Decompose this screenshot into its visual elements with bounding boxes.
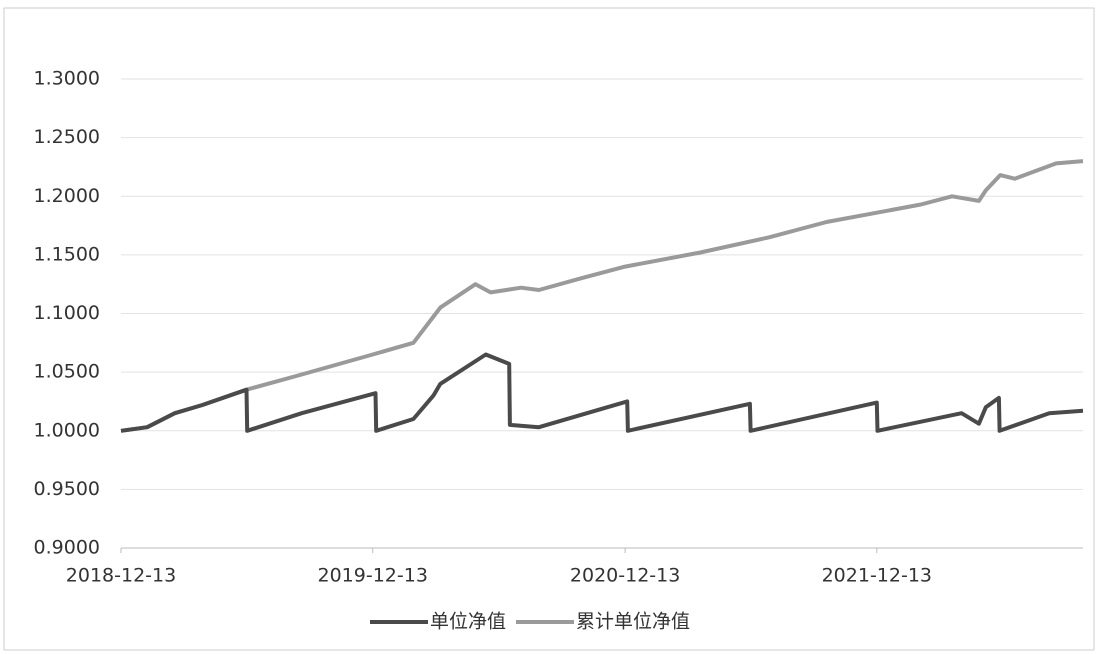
y-tick-label: 1.1000 [34, 302, 100, 324]
x-tick-label: 2020-12-13 [570, 565, 680, 587]
x-tick-label: 2019-12-13 [317, 565, 427, 587]
legend-label: 单位净值 [430, 611, 506, 633]
x-tick-label: 2018-12-13 [66, 565, 176, 587]
y-tick-label: 1.3000 [34, 68, 100, 90]
y-tick-label: 1.0500 [34, 361, 100, 383]
y-tick-label: 0.9500 [34, 478, 100, 500]
y-tick-label: 1.2500 [34, 126, 100, 148]
chart-frame [3, 7, 1095, 651]
y-tick-label: 1.0000 [34, 419, 100, 441]
y-tick-label: 0.9000 [34, 537, 100, 559]
series-line [120, 352, 1084, 433]
legend-label: 累计单位净值 [576, 611, 690, 633]
y-tick-label: 1.2000 [34, 185, 100, 207]
series-line [120, 159, 1084, 433]
y-tick-label: 1.1500 [34, 243, 100, 265]
x-tick-label: 2021-12-13 [822, 565, 932, 587]
